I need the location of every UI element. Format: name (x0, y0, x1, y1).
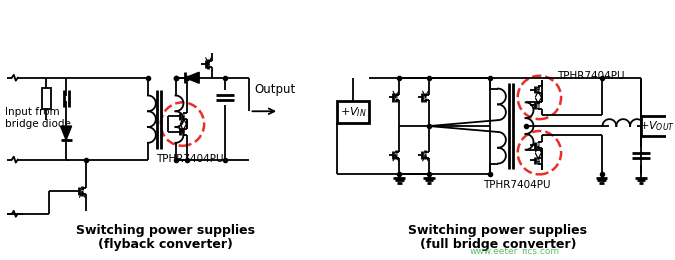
Text: Switching power supplies: Switching power supplies (76, 224, 255, 237)
Polygon shape (186, 72, 199, 83)
Text: Output: Output (254, 83, 296, 96)
Text: bridge diode: bridge diode (5, 119, 71, 129)
Text: (full bridge converter): (full bridge converter) (420, 238, 576, 251)
Text: www.eeter: www.eeter (469, 247, 518, 256)
Polygon shape (61, 126, 72, 140)
Text: TPHR7404PU: TPHR7404PU (557, 71, 624, 81)
Text: $+V_{OUT}$: $+V_{OUT}$ (639, 119, 675, 133)
Text: Input from: Input from (5, 107, 59, 117)
Bar (641, 116, 672, 136)
Text: Switching power supplies: Switching power supplies (408, 224, 587, 237)
Text: (flyback converter): (flyback converter) (99, 238, 233, 251)
Text: $+V_{IN}$: $+V_{IN}$ (340, 105, 367, 119)
Bar (42, 88, 51, 109)
Text: TPHR7404PU: TPHR7404PU (483, 180, 551, 190)
Text: rics.com: rics.com (520, 247, 559, 256)
Bar (337, 101, 369, 123)
Text: TPHR7404PU: TPHR7404PU (156, 154, 223, 164)
